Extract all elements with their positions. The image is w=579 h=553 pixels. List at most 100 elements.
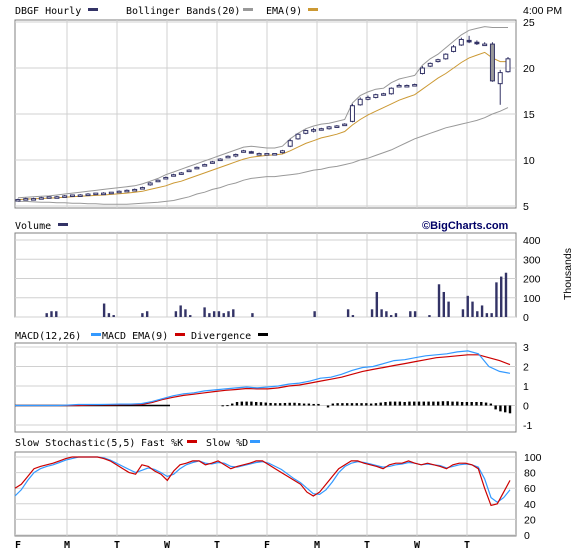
volume-bar [370,309,374,317]
candle-body [482,43,488,47]
x-tick-label: T [214,540,220,551]
candle-body [69,194,75,197]
candle-body [287,140,293,147]
divergence-bar [298,403,301,406]
bigcharts-brand: ©BigCharts.com [422,220,509,232]
candle-body [54,196,60,199]
divergence-bar [403,401,406,406]
candle-body [334,125,340,128]
x-tick-label: M [314,540,320,551]
candle-body [396,84,402,88]
bollinger-lower-line [18,107,509,205]
candle-body [163,176,169,180]
macd-label: MACD(12,26) [15,331,81,342]
divergence-bar [307,403,311,406]
volume-bar [112,315,115,317]
bb-label: Bollinger Bands(20) [126,6,240,17]
candle-body [256,153,262,156]
candle-body [217,158,223,162]
macd-ytick-label: -1 [523,420,532,432]
stoch-ytick-label: 20 [524,514,536,526]
volume-bar [495,282,498,317]
candle-body [62,195,68,198]
candle-body [303,130,309,134]
divergence-bar [245,401,248,406]
volume-bar [184,309,187,317]
macd-ytick-label: 0 [523,401,529,413]
volume-bar [413,311,417,317]
x-tick-label: T [464,540,470,551]
macd-ytick-label: 3 [523,342,529,354]
candle-body [15,199,21,202]
divergence-bar [504,405,507,413]
candle-body [178,172,184,175]
divergence-bar [465,401,469,406]
slowd-legend-swatch [250,440,260,443]
stoch-ytick-label: 100 [524,452,542,464]
volume-ytick-label: 100 [523,293,541,305]
divergence-bar [384,401,387,406]
volume-bar [485,313,489,317]
candle-body [458,38,464,46]
volume-plot-area [14,232,517,318]
volume-bar [447,301,450,317]
divergence-bar [345,403,349,406]
divergence-bar [422,401,426,406]
candle-body [435,59,441,63]
macd-ytick-label: 2 [523,362,529,374]
candle-body [132,188,138,192]
divergence-bar [480,401,483,406]
macd-ema-legend-swatch [175,333,185,336]
price-panel: 5 10 15 20 25 [14,17,535,213]
divergence-bar [417,401,421,406]
candle-body [23,198,29,201]
volume-bar [442,291,446,317]
fastk-legend-swatch [187,440,197,443]
candle-body [412,84,418,87]
candle-body [349,105,355,122]
divergence-bar [389,401,392,406]
volume-bar [50,311,53,317]
volume-bar [480,305,484,317]
volume-ytick-label: 0 [523,312,529,324]
divergence-bar [508,405,512,414]
volume-bar [471,301,474,317]
fastk-label: Fast %K [141,438,183,449]
candle-body [186,169,192,173]
divergence-bar [379,402,382,406]
volume-bar [174,311,178,317]
divergence-bar [341,403,344,406]
price-ytick-label: 25 [523,17,535,29]
divergence-bar [475,401,478,406]
volume-bar [389,315,393,317]
macd-legend-swatch [91,333,101,336]
divergence-bar [226,405,229,407]
divergence-bar [336,403,339,406]
candle-body [248,151,254,154]
slowd-label: Slow %D [206,438,248,449]
candle-body [194,166,200,170]
volume-ytick-label: 400 [523,235,541,247]
price-ytick-label: 5 [523,201,529,213]
divergence-bar [269,402,272,406]
divergence-bar [365,403,368,406]
candle-body [311,129,317,132]
divergence-bar [460,401,464,406]
volume-bar [141,313,144,317]
volume-bar [380,309,383,317]
volume-bar [437,284,441,317]
stoch-ytick-label: 60 [524,483,536,495]
candle-body [85,193,91,197]
candle-body [155,179,161,183]
divergence-bar [441,401,445,406]
volume-bar [476,311,479,317]
divergence-bar [278,403,282,406]
candle-body [139,187,145,190]
price-ytick-label: 15 [523,109,535,121]
divergence-bar [283,402,287,406]
divergence-bar [436,401,440,406]
ticker-legend-swatch [88,8,98,11]
divergence-bar [293,402,296,406]
volume-bar [212,311,216,317]
